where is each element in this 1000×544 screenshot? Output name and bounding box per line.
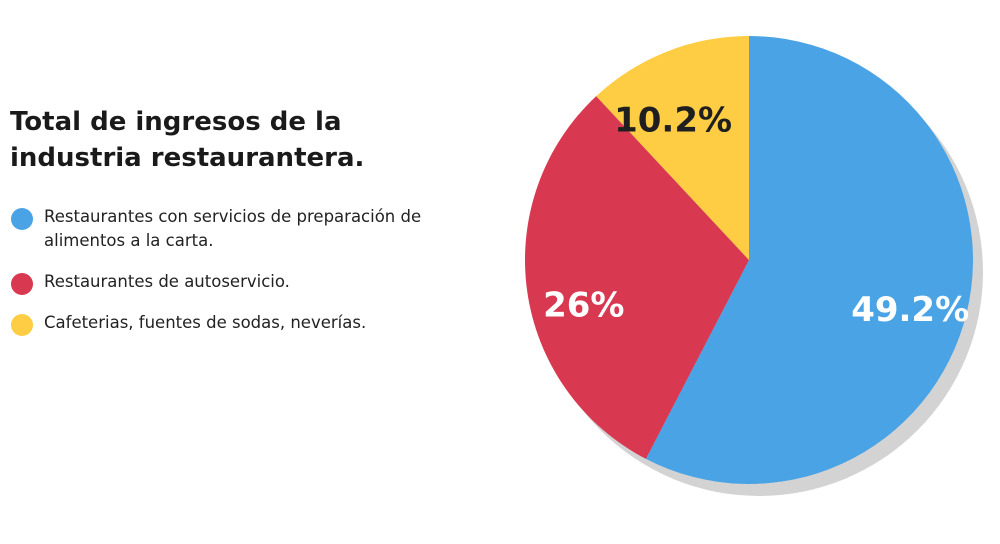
legend-swatch-red [11,273,33,295]
chart-title-line-1: Total de ingresos de la [10,107,342,137]
pie-slice-label-a-la-carta: 49.2% [851,290,969,330]
pie-slice-label-cafeterias: 10.2% [614,100,732,140]
pie-slice-label-autoservicio: 26% [543,286,624,326]
chart-legend: Restaurantes con servicios de preparació… [11,205,481,336]
legend-swatch-blue [11,208,33,230]
chart-title-line-2: industria restaurantera. [10,143,365,173]
pie-slice-a-la-carta [645,36,973,484]
legend-item-a-la-carta: Restaurantes con servicios de preparació… [11,205,481,253]
legend-label: Restaurantes de autoservicio. [44,272,290,291]
legend-label: Cafeterias, fuentes de sodas, neverías. [44,313,367,332]
legend-label-line-1: Restaurantes con servicios de preparació… [44,207,422,226]
pie-slice-autoservicio [524,96,749,459]
chart-title: Total de ingresos de la industria restau… [10,104,430,176]
legend-swatch-yellow [11,314,33,336]
pie-slice-cafeterias [596,36,749,260]
legend-item-cafeterias: Cafeterias, fuentes de sodas, neverías. [11,311,481,336]
legend-label-line-2: alimentos a la carta. [44,231,214,250]
legend-item-autoservicio: Restaurantes de autoservicio. [11,270,481,295]
